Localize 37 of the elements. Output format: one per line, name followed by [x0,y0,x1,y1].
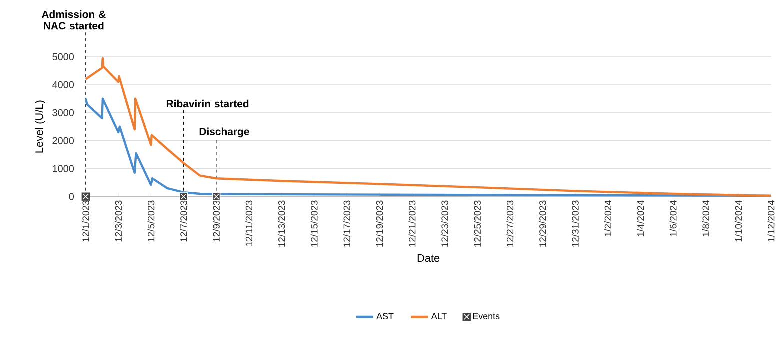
ref-line-label: Discharge [200,128,250,138]
x-tick-label: 12/23/2023 [441,200,448,248]
x-tick-label: 12/19/2023 [376,200,384,248]
y-tick-label: 2000 [52,138,74,145]
x-tick-label: 1/4/2024 [637,200,644,237]
ref-line-label: Ribavirin started [166,100,249,108]
legend-label: Events [473,313,500,320]
x-tick-label: 12/13/2023 [278,200,286,248]
x-tick-label: 1/6/2024 [670,200,677,237]
x-tick-label: 12/11/2023 [246,200,253,246]
x-tick-label: 12/9/2023 [212,200,220,242]
x-axis-title: Date [418,254,440,262]
y-tick-label: 3000 [52,110,74,117]
x-tick-label: 12/1/2023 [82,200,90,242]
y-tick-label: 0 [69,193,74,200]
x-tick-label: 1/10/2024 [735,200,742,242]
legend-label: AST [376,313,394,320]
x-tick-label: 1/8/2024 [702,200,710,237]
x-tick-label: 12/15/2023 [310,200,318,248]
x-tick-label: 12/29/2023 [539,200,546,248]
y-tick-label: 4000 [52,82,74,89]
x-tick-label: 12/31/2023 [572,200,579,248]
y-axis-title: Level (U/L) [35,100,46,153]
x-tick-label: 12/5/2023 [148,200,155,242]
x-tick-label: 12/27/2023 [506,200,514,248]
x-tick-label: 1/12/2024 [768,200,775,242]
x-tick-label: 12/25/2023 [474,200,481,248]
y-tick-label: 1000 [53,165,74,173]
line-series [84,57,772,198]
x-tick-label: 12/7/2023 [180,200,188,242]
x-tick-label: 12/21/2023 [408,200,416,248]
x-tick-label: 12/3/2023 [115,200,122,242]
legend-label: ALT [431,313,447,320]
ref-line-label: Admission & NAC started [42,10,106,30]
y-tick-label: 5000 [52,54,74,61]
x-tick-label: 12/17/2023 [344,200,350,248]
x-tick-label: 1/2/2024 [604,200,612,237]
